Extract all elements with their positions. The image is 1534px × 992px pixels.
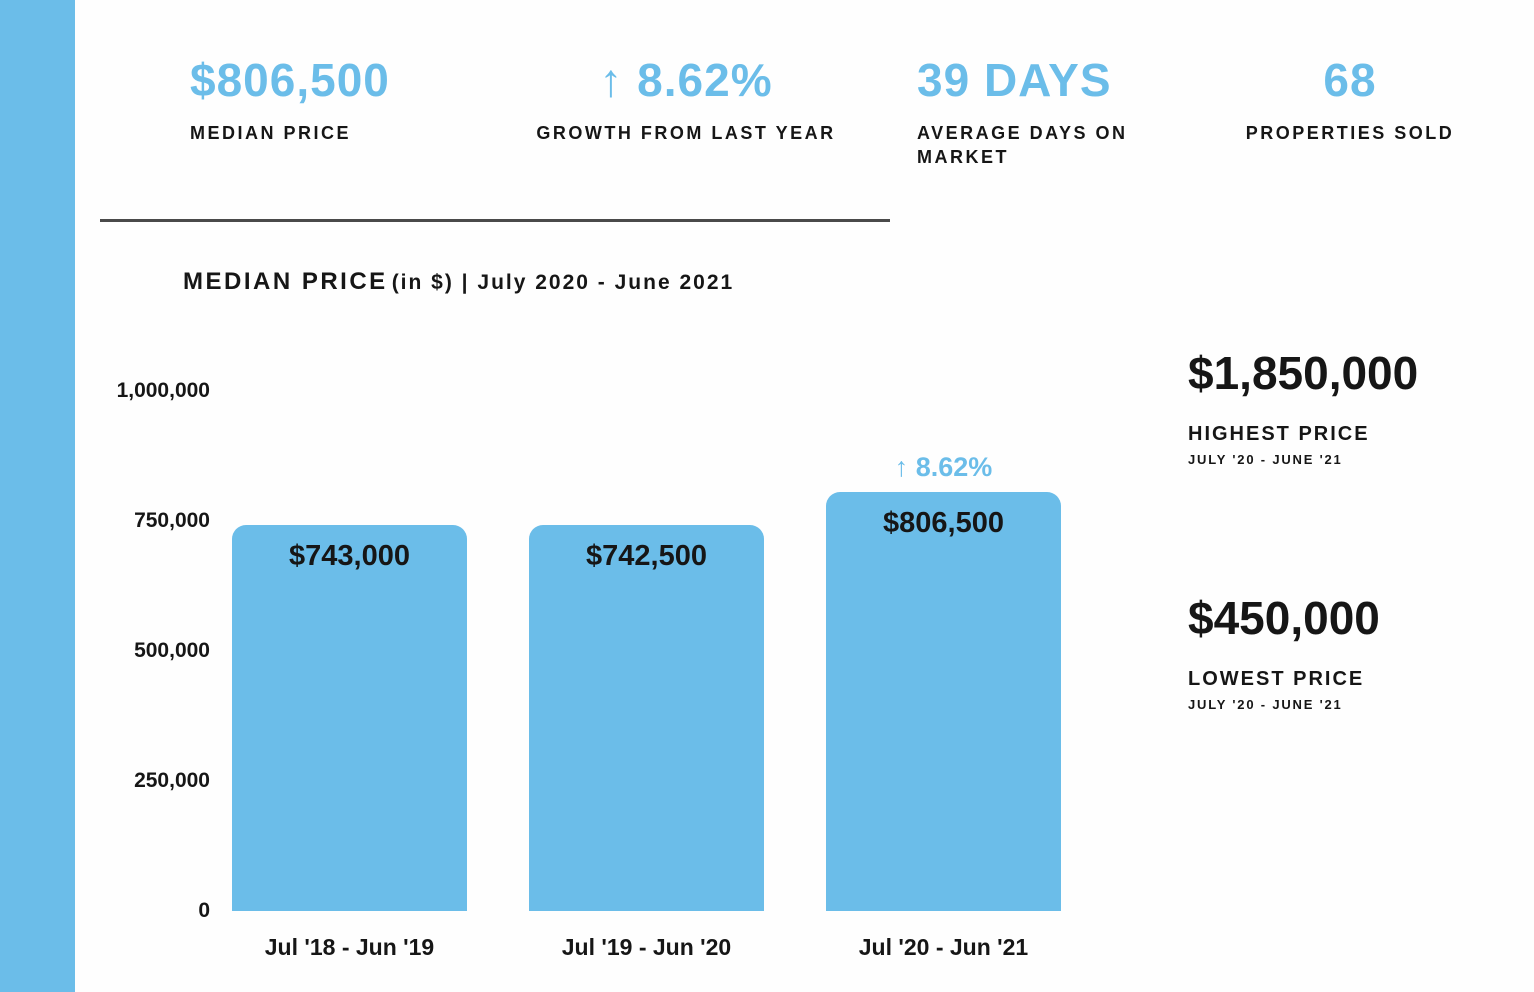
bar-group: $742,500 Jul '19 - Jun '20 (529, 391, 764, 960)
bars: $743,000 Jul '18 - Jun '19 $742,500 Jul '19… (232, 391, 1063, 960)
y-tick-label: 250,000 (134, 769, 210, 792)
growth-annotation (232, 485, 467, 517)
stat-days-on-market: 39 DAYS AVERAGE DAYS ON MARKET (917, 55, 1197, 169)
chart-title-subtitle: (in $) | July 2020 - June 2021 (391, 271, 735, 294)
growth-annotation: ↑ 8.62% (894, 451, 993, 482)
bar-chart: 0 250,000 500,000 750,000 1,000,000 $743,000… (88, 379, 1063, 960)
stat-median-price-value: $806,500 (190, 54, 390, 106)
stat-growth-value: ↑ 8.62% (599, 54, 773, 106)
stat-median-price: $806,500 MEDIAN PRICE (190, 55, 550, 145)
stat-growth: ↑ 8.62% GROWTH FROM LAST YEAR (516, 55, 856, 145)
lowest-price-period: JULY '20 - JUNE '21 (1188, 696, 1343, 712)
stat-properties-sold-value: 68 (1323, 54, 1377, 106)
bar-value-label: $743,000 (289, 539, 410, 572)
stat-properties-sold: 68 PROPERTIES SOLD (1180, 55, 1520, 145)
bar-group: ↑ 8.62% $806,500 Jul '20 - Jun '21 (826, 391, 1061, 960)
bar-value-label: $742,500 (586, 539, 707, 572)
bar: $806,500 (826, 491, 1061, 911)
stat-median-price-label: MEDIAN PRICE (190, 122, 352, 143)
highest-price-value: $1,850,000 (1188, 347, 1419, 399)
stat-growth-label: GROWTH FROM LAST YEAR (536, 122, 836, 143)
lowest-price-label: LOWEST PRICE (1188, 667, 1365, 690)
bar-group: $743,000 Jul '18 - Jun '19 (232, 391, 467, 960)
highest-price-label: HIGHEST PRICE (1188, 422, 1370, 445)
chart-title: MEDIAN PRICE (in $) | July 2020 - June 20… (183, 268, 734, 296)
y-tick-label: 1,000,000 (116, 379, 210, 402)
lowest-price-value: $450,000 (1188, 592, 1380, 644)
highest-price-block: $1,850,000 HIGHEST PRICE JULY '20 - JUNE… (1188, 348, 1518, 467)
x-axis-label: Jul '20 - Jun '21 (858, 934, 1029, 960)
growth-annotation (529, 485, 764, 517)
divider-line (100, 219, 890, 222)
bar-value-label: $806,500 (883, 506, 1004, 539)
x-axis-label: Jul '19 - Jun '20 (561, 934, 732, 960)
y-tick-label: 750,000 (134, 509, 210, 532)
stat-days-on-market-label: AVERAGE DAYS ON MARKET (917, 122, 1128, 167)
lowest-price-block: $450,000 LOWEST PRICE JULY '20 - JUNE '2… (1188, 593, 1518, 712)
chart-title-main: MEDIAN PRICE (183, 268, 388, 295)
stat-days-on-market-value: 39 DAYS (917, 54, 1112, 106)
y-tick-label: 0 (198, 899, 210, 922)
stat-properties-sold-label: PROPERTIES SOLD (1245, 122, 1455, 143)
left-accent-stripe (0, 0, 75, 992)
x-axis-label: Jul '18 - Jun '19 (264, 934, 435, 960)
highest-price-period: JULY '20 - JUNE '21 (1188, 451, 1343, 467)
y-axis: 0 250,000 500,000 750,000 1,000,000 (88, 379, 210, 922)
bar: $742,500 (529, 524, 764, 911)
y-tick-label: 500,000 (134, 639, 210, 662)
bar: $743,000 (232, 524, 467, 911)
